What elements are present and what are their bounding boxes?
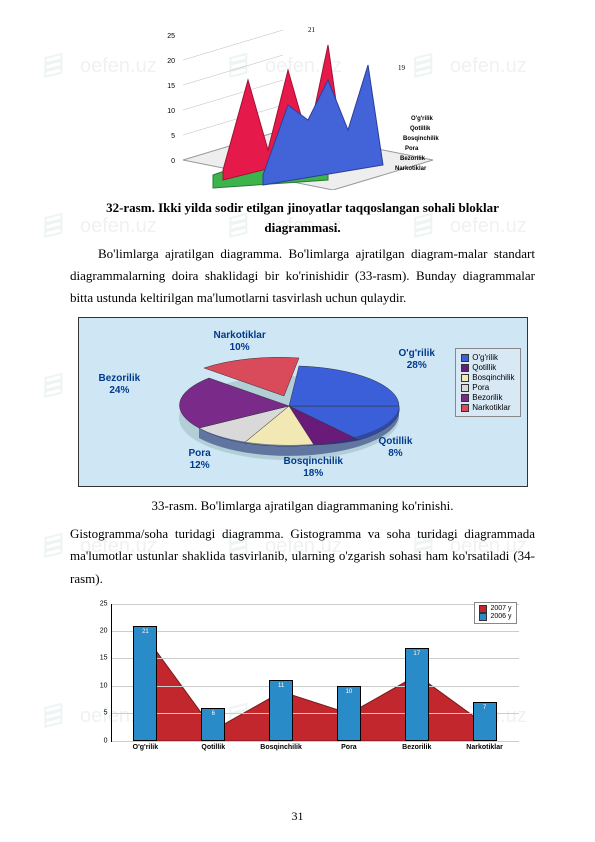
caption-32: 32-rasm. Ikki yilda sodir etilgan jinoya… xyxy=(70,198,535,237)
hist-bar-value: 10 xyxy=(346,689,353,695)
hist-category-label: Pora xyxy=(341,744,357,751)
hist-ytick: 20 xyxy=(100,628,108,635)
svg-text:Qotillik: Qotillik xyxy=(410,126,431,132)
legend-item: 2006 y xyxy=(479,613,511,621)
hist-category-label: Bosqinchilik xyxy=(260,744,302,751)
page-number: 31 xyxy=(0,809,595,824)
pie-slice-label: Pora12% xyxy=(189,448,211,472)
hist-ytick: 15 xyxy=(100,655,108,662)
hist-ytick: 0 xyxy=(104,737,108,744)
legend-item: Bosqinchilik xyxy=(461,373,514,382)
hist-category-label: Bezorilik xyxy=(402,744,431,751)
pie-slice-label: Bezorilik24% xyxy=(99,373,141,397)
pie-legend: O'g'rilikQotillikBosqinchilikPoraBezoril… xyxy=(455,348,520,417)
hist-category-label: Qotillik xyxy=(201,744,225,751)
svg-text:0: 0 xyxy=(171,158,175,165)
hist-category-label: O'g'rilik xyxy=(133,744,159,751)
hist-bar-value: 11 xyxy=(278,683,284,689)
hist-bar: 21 xyxy=(133,626,157,741)
hist-bar: 11 xyxy=(269,680,293,740)
pie-slice-label: O'g'rilik28% xyxy=(399,348,435,372)
legend-item: Narkotiklar xyxy=(461,403,514,412)
hist-legend: 2007 y2006 y xyxy=(474,602,516,624)
hist-ytick: 5 xyxy=(104,710,108,717)
svg-text:21: 21 xyxy=(308,26,316,34)
hist-bar-value: 21 xyxy=(142,629,149,635)
svg-text:25: 25 xyxy=(167,33,175,40)
paragraph-2: Gistogramma/soha turidagi diagramma. Gis… xyxy=(70,523,535,589)
svg-text:Bezorilik: Bezorilik xyxy=(400,156,426,162)
svg-text:O'g'rilik: O'g'rilik xyxy=(411,116,434,122)
chart-34-histogram: 19295123 051015202521O'g'rilik6Qotillik1… xyxy=(83,600,523,760)
svg-text:5: 5 xyxy=(171,133,175,140)
legend-item: 2007 y xyxy=(479,605,511,613)
pie-slice-label: Narkotiklar10% xyxy=(214,330,266,354)
hist-bar: 10 xyxy=(337,686,361,741)
hist-bar-value: 6 xyxy=(212,711,215,717)
hist-bar: 17 xyxy=(405,648,429,741)
svg-text:20: 20 xyxy=(167,58,175,65)
legend-item: Pora xyxy=(461,383,514,392)
hist-bar-value: 17 xyxy=(413,651,420,657)
hist-category-label: Narkotiklar xyxy=(466,744,503,751)
hist-area-series xyxy=(145,637,484,741)
pie-slice-label: Qotillik8% xyxy=(379,436,413,460)
paragraph-1: Bo'limlarga ajratilgan diagramma. Bo'lim… xyxy=(70,243,535,309)
pie-slice-label: Bosqinchilik18% xyxy=(284,456,343,480)
legend-item: O'g'rilik xyxy=(461,353,514,362)
hist-bar: 7 xyxy=(473,702,497,740)
legend-item: Qotillik xyxy=(461,363,514,372)
chart-32-3d-block: 0 5 10 15 20 25 Narkotiklar Bezorilik Po… xyxy=(70,20,535,190)
legend-item: Bezorilik xyxy=(461,393,514,402)
page-content: 0 5 10 15 20 25 Narkotiklar Bezorilik Po… xyxy=(0,0,595,780)
svg-text:10: 10 xyxy=(167,108,175,115)
hist-bar-value: 7 xyxy=(483,705,486,711)
svg-text:15: 15 xyxy=(167,83,175,90)
svg-text:Narkotiklar: Narkotiklar xyxy=(395,166,427,172)
svg-text:19: 19 xyxy=(398,64,406,72)
svg-text:Pora: Pora xyxy=(405,146,419,152)
hist-ytick: 25 xyxy=(100,600,108,607)
hist-ytick: 10 xyxy=(100,682,108,689)
chart-33-pie: O'g'rilikQotillikBosqinchilikPoraBezoril… xyxy=(78,317,528,487)
caption-33: 33-rasm. Bo'limlarga ajratilgan diagramm… xyxy=(70,495,535,517)
hist-bar: 6 xyxy=(201,708,225,741)
svg-text:Bosqinchilik: Bosqinchilik xyxy=(403,136,439,142)
